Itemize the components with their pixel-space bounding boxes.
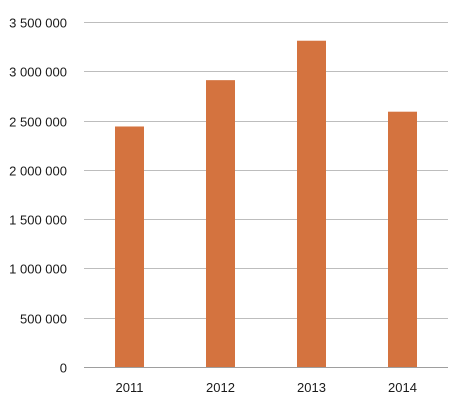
y-axis-tick-labels: 0 500 000 1 000 000 1 500 000 2 000 000 2 500… (9, 16, 67, 376)
y-tick-label: 3 500 000 (9, 16, 67, 31)
y-tick-label: 3 000 000 (9, 65, 67, 80)
y-tick-label: 2 500 000 (9, 115, 67, 130)
bar-2013 (297, 40, 326, 367)
y-tick-label: 500 000 (20, 312, 67, 327)
x-tick-label: 2014 (388, 380, 417, 395)
x-tick-label: 2011 (116, 380, 144, 395)
x-tick-label: 2012 (206, 380, 235, 395)
gridlines (84, 22, 448, 368)
y-tick-label: 1 000 000 (9, 262, 67, 277)
bar-2011 (115, 126, 144, 367)
x-axis-tick-labels: 2011 2012 2013 2014 (116, 380, 417, 395)
y-tick-label: 2 000 000 (9, 164, 67, 179)
bar-2012 (206, 80, 235, 368)
y-tick-label: 1 500 000 (9, 213, 67, 228)
y-tick-label: 0 (60, 361, 67, 376)
bar-2014 (388, 111, 417, 367)
bars (115, 40, 417, 368)
x-tick-label: 2013 (297, 380, 326, 395)
